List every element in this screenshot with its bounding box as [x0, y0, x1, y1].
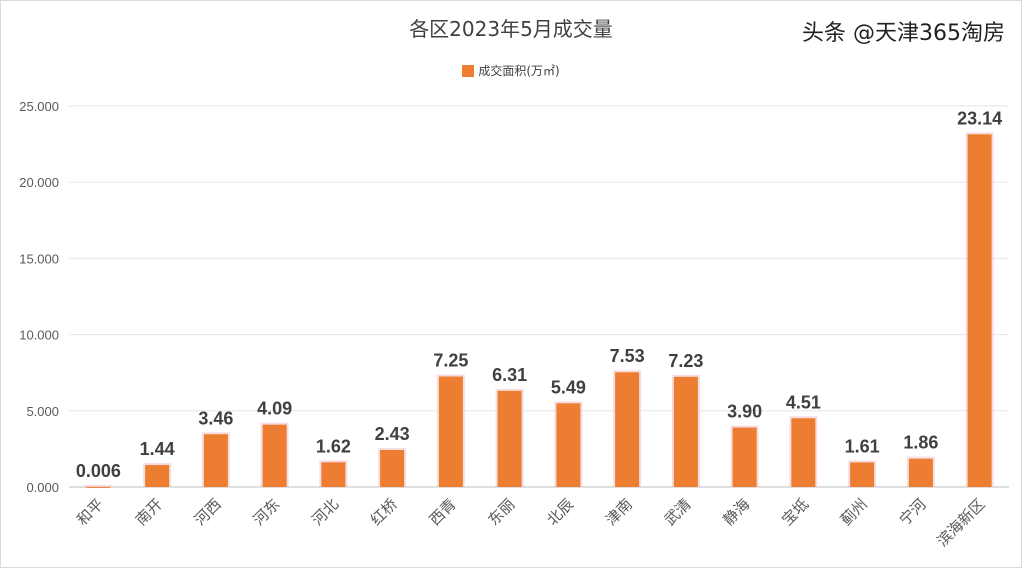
y-tick-label: 10.000	[19, 328, 59, 343]
data-label: 23.14	[957, 108, 1002, 128]
data-label: 0.006	[76, 461, 121, 481]
bar	[556, 403, 581, 487]
data-label: 3.46	[198, 408, 233, 428]
x-tick-label: 南开	[132, 495, 166, 529]
bar	[615, 372, 640, 487]
data-label: 7.23	[668, 351, 703, 371]
x-tick-label: 滨海新区	[933, 495, 988, 550]
legend-swatch	[462, 65, 475, 77]
x-tick-label: 河东	[250, 495, 284, 529]
bar-shadow	[84, 484, 113, 487]
bar	[732, 427, 757, 487]
bar	[850, 462, 875, 487]
watermark: 头条 @天津365淘房	[802, 21, 1005, 46]
data-label: 1.44	[140, 439, 175, 459]
bar	[438, 376, 463, 487]
x-tick-label: 蓟州	[837, 495, 871, 529]
x-tick-label: 武清	[661, 495, 695, 529]
data-label: 1.61	[845, 436, 880, 456]
x-tick-label: 宝坻	[778, 495, 812, 529]
x-tick-label: 河北	[308, 495, 342, 529]
x-tick-label: 宁河	[896, 495, 930, 529]
bar	[203, 434, 228, 487]
bar	[908, 458, 933, 487]
data-label: 4.51	[786, 392, 821, 412]
data-label: 4.09	[257, 399, 292, 419]
bar	[86, 486, 111, 488]
data-label: 7.25	[433, 351, 468, 371]
data-label: 6.31	[492, 365, 527, 385]
legend: 成交面积(万㎡)	[1, 62, 1021, 79]
data-label: 5.49	[551, 377, 586, 397]
data-label: 3.90	[727, 402, 762, 422]
bar	[380, 449, 405, 487]
bar	[321, 462, 346, 487]
y-tick-label: 25.000	[19, 99, 59, 114]
data-label: 1.62	[316, 436, 351, 456]
legend-label: 成交面积(万㎡)	[478, 64, 560, 78]
x-tick-label: 津南	[602, 495, 636, 529]
y-tick-label: 5.000	[26, 404, 59, 419]
data-label: 7.53	[610, 346, 645, 366]
bar	[673, 376, 698, 487]
data-label: 1.86	[903, 433, 938, 453]
x-tick-label: 北辰	[543, 495, 577, 529]
x-tick-label: 河西	[191, 495, 225, 529]
x-tick-label: 静海	[720, 495, 754, 529]
y-tick-label: 20.000	[19, 175, 59, 190]
data-label: 2.43	[375, 424, 410, 444]
x-tick-label: 西青	[426, 495, 460, 529]
bar	[791, 418, 816, 487]
chart-title: 各区2023年5月成交量	[409, 17, 613, 41]
bar	[967, 134, 992, 487]
x-tick-label: 红桥	[367, 495, 401, 529]
y-tick-label: 15.000	[19, 251, 59, 266]
bar	[145, 465, 170, 487]
x-tick-label: 东丽	[485, 495, 519, 529]
y-tick-label: 0.000	[26, 480, 59, 495]
bar	[262, 424, 287, 487]
x-tick-label: 和平	[73, 495, 107, 529]
bar	[497, 390, 522, 487]
